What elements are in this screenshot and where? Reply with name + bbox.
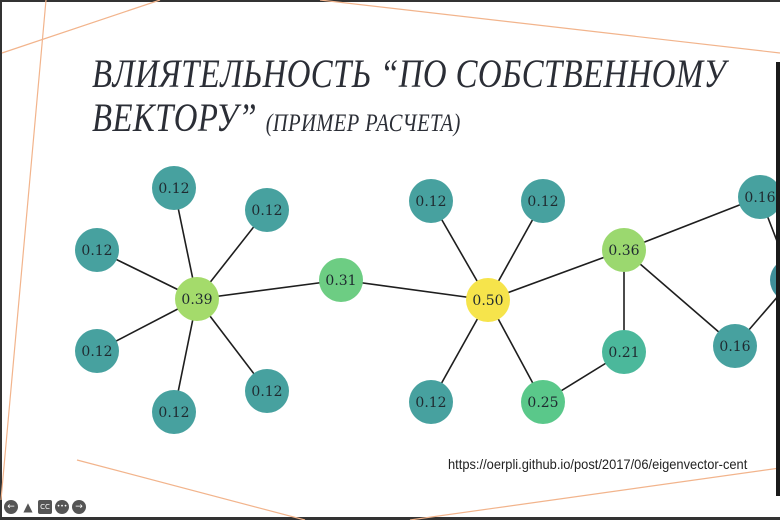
node-circle [75,228,119,272]
graph-edge [340,279,489,301]
graph-edge [623,196,761,251]
node-label: 0.12 [527,194,558,210]
node-label: 0.25 [527,395,558,411]
node-circle [521,179,565,223]
node-label: 0.16 [719,339,750,355]
node-circle [245,369,289,413]
node-circle [409,179,453,223]
graph-node: 0.12 [152,390,196,434]
node-circle [152,166,196,210]
window-edge [776,62,780,496]
node-circle [713,324,757,368]
node-circle [75,329,119,373]
source-url: https://oerpli.github.io/post/2017/06/ei… [448,456,748,472]
node-label: 0.12 [81,243,112,259]
graph-node: 0.12 [75,329,119,373]
node-circle [602,330,646,374]
deco-line [76,459,306,520]
node-circle [521,380,565,424]
graph-edge [623,249,736,347]
slide-title-line2-text: ВЕКТОРУ” [92,95,258,140]
graph-node: 0.50 [466,278,510,322]
node-label: 0.12 [415,395,446,411]
node-label: 0.12 [251,384,282,400]
slide-subtitle: (ПРИМЕР РАСЧЕТА) [265,110,461,137]
graph-node: 0.12 [409,380,453,424]
node-circle [175,277,219,321]
graph-node: 0.16 [713,324,757,368]
node-label: 0.12 [251,203,282,219]
arrow-left-icon[interactable]: ← [4,500,18,514]
node-circle [409,380,453,424]
graph-node: 0.12 [245,369,289,413]
graph-node: 0.12 [75,228,119,272]
pointer-icon[interactable]: ▲ [23,500,33,514]
node-label: 0.16 [744,190,775,206]
graph-edge [196,279,342,300]
node-label: 0.12 [158,405,189,421]
node-label: 0.36 [608,243,639,259]
node-circle [319,258,363,302]
graph-node: 0.39 [175,277,219,321]
node-circle [738,175,780,219]
more-icon[interactable]: ••• [55,500,69,514]
deco-line [1,0,161,54]
node-circle [602,228,646,272]
node-label: 0.39 [181,292,212,308]
node-label: 0.12 [158,181,189,197]
graph-node: 0.12 [245,188,289,232]
node-label: 0.21 [608,345,639,361]
graph-node: 0.21 [602,330,646,374]
graph-node: 0.12 [152,166,196,210]
slideshow-controls: ← ▲ CC ••• → [4,500,86,514]
node-label: 0.50 [472,293,503,309]
graph-node: 0.31 [319,258,363,302]
slide-title-line2: ВЕКТОРУ” (ПРИМЕР РАСЧЕТА) [92,94,461,141]
node-circle [152,390,196,434]
node-circle [466,278,510,322]
graph-edge [487,249,625,301]
graph-node: 0.12 [409,179,453,223]
graph-node: 0.36 [602,228,646,272]
deco-line [409,467,780,520]
node-label: 0.12 [415,194,446,210]
node-label: 0.12 [81,344,112,360]
deco-line [0,0,47,501]
arrow-right-icon[interactable]: → [72,500,86,514]
node-label: 0.31 [325,273,356,289]
graph-node: 0.12 [521,179,565,223]
graph-node: 0.16 [738,175,780,219]
slide-title-line1: ВЛИЯТЕЛЬНОСТЬ “ПО СОБСТВЕННОМУ [92,51,727,96]
captions-icon[interactable]: CC [38,500,52,514]
node-circle [245,188,289,232]
deco-line [319,0,780,54]
graph-node: 0.25 [521,380,565,424]
